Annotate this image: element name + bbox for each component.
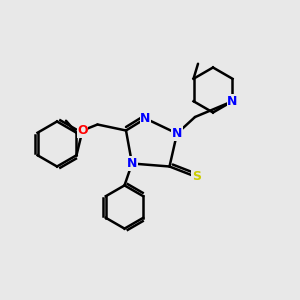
- Text: N: N: [227, 95, 238, 108]
- Text: N: N: [127, 157, 137, 170]
- Text: O: O: [77, 124, 88, 137]
- Text: N: N: [140, 112, 151, 125]
- Text: S: S: [192, 170, 201, 184]
- Text: N: N: [172, 127, 182, 140]
